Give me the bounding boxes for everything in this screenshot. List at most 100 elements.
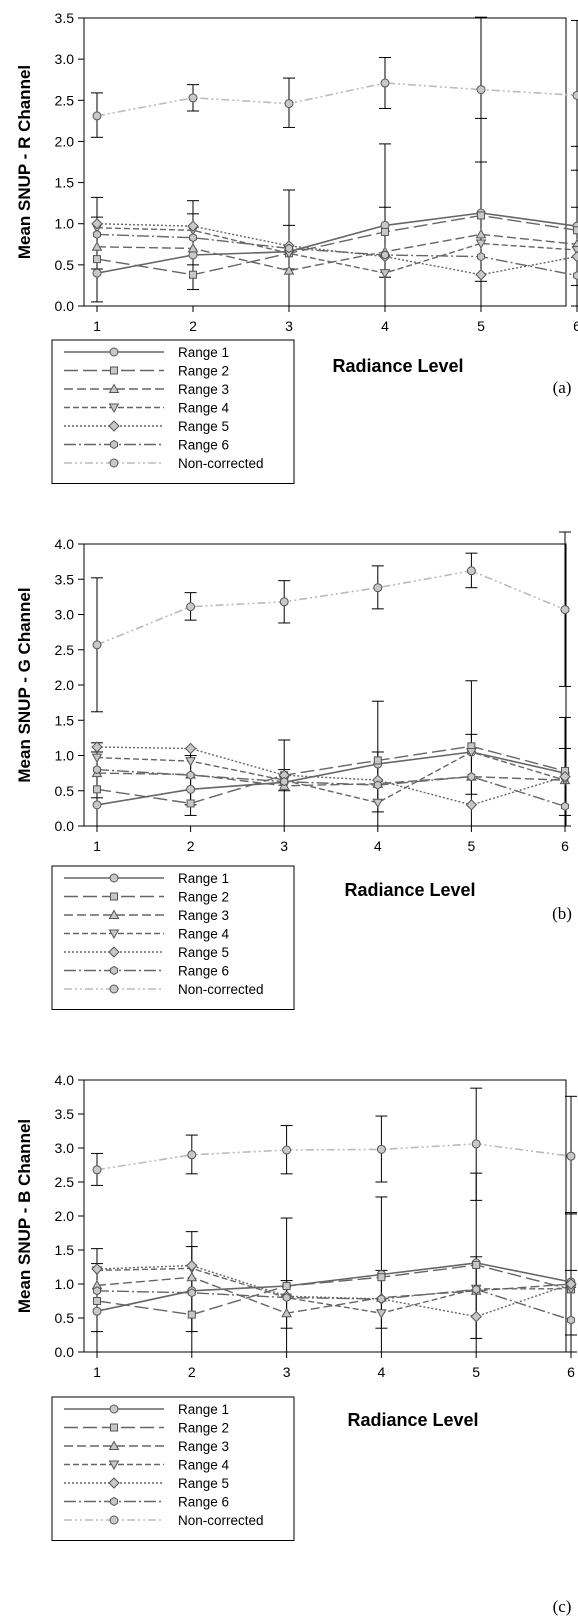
chart-panel-1: 0.00.51.01.52.02.53.03.51 2 3 4 5 6Mean SNUP … [15,10,578,484]
data-point [93,1166,101,1174]
data-point [568,1316,575,1324]
data-point [573,91,578,99]
series-7 [93,567,569,649]
data-point [93,269,101,277]
series-6 [94,1285,575,1324]
y-tick-label: 2.5 [55,92,75,108]
data-point [473,1261,480,1268]
data-point [188,1151,196,1159]
panel-label: (a) [553,378,572,397]
legend-swatch-marker [110,1516,118,1524]
y-tick-label: 0.5 [55,783,75,799]
y-tick-label: 0.5 [55,257,75,273]
data-point [478,212,485,219]
y-axis-label: Mean SNUP - B Channel [15,1119,34,1313]
legend-swatch-marker [111,1424,118,1431]
x-tick-label: 5 [472,1364,480,1380]
y-tick-label: 3.0 [55,1140,75,1156]
y-tick-label: 3.5 [55,10,75,26]
data-point [93,1307,101,1315]
x-axis-label: Radiance Level [347,1410,478,1430]
data-point [94,766,101,774]
legend-swatch-marker [110,874,118,882]
series-5 [92,1261,576,1322]
y-axis-label: Mean SNUP - R Channel [15,65,34,259]
panel-label: (b) [552,904,572,923]
data-point [378,1295,385,1303]
y-tick-label: 3.0 [55,607,75,623]
x-tick-label: 5 [477,318,485,334]
data-point [94,1287,101,1295]
data-point [94,230,101,238]
series-line [97,747,565,805]
y-tick-label: 3.5 [55,1106,75,1122]
x-tick-label: 4 [381,318,389,334]
y-tick-label: 3.5 [55,571,75,587]
legend-label: Range 5 [178,945,229,960]
legend-swatch-marker [111,367,118,374]
data-point [382,251,389,259]
series-line [97,752,565,805]
y-tick-label: 2.5 [55,1174,75,1190]
x-tick-label: 3 [283,1364,291,1380]
legend-label: Range 4 [178,927,230,942]
data-point [476,270,486,280]
series-line [97,1268,571,1313]
x-tick-label: 4 [374,838,382,854]
x-tick-label: 6 [573,318,578,334]
data-point [381,270,390,278]
x-tick-label: 5 [468,838,476,854]
data-point [377,1310,386,1318]
legend-swatch-marker [111,893,118,900]
y-tick-label: 3.0 [55,51,75,67]
data-point [280,598,288,606]
data-point [94,786,101,793]
data-point [94,1298,101,1305]
y-tick-label: 2.0 [55,133,75,149]
series-3 [93,769,570,790]
legend-label: Range 4 [178,1458,230,1473]
data-point [93,112,101,120]
series-line [97,83,577,116]
data-point [285,100,293,108]
data-point [92,742,102,752]
data-point [373,799,382,807]
data-point [93,641,101,649]
y-tick-label: 1.0 [55,748,75,764]
series-line [97,1266,571,1317]
x-tick-label: 1 [93,1364,101,1380]
legend-label: Range 6 [178,1495,229,1510]
data-point [477,86,485,94]
plot-frame [84,18,566,306]
x-tick-label: 3 [280,838,288,854]
y-tick-label: 1.0 [55,1276,75,1292]
legend-label: Range 2 [178,1421,229,1436]
series-6 [94,230,578,279]
x-tick-label: 4 [378,1364,386,1380]
legend-label: Range 1 [178,1402,229,1417]
legend-label: Range 2 [178,364,229,379]
series-4 [93,1265,576,1318]
legend: Range 1 Range 2 Range 3 Range 4 Range 5 Range… [52,1397,294,1541]
data-point [187,771,194,779]
legend-label: Range 5 [178,419,229,434]
data-point [377,1145,385,1153]
data-point [574,227,578,234]
series-line [97,770,565,807]
x-tick-label: 6 [567,1364,575,1380]
data-point [94,256,101,263]
series-7 [93,79,578,120]
y-tick-label: 2.5 [55,642,75,658]
error-bars [91,1088,577,1352]
legend: Range 1 Range 2 Range 3 Range 4 Range 5 Range… [52,866,294,1010]
legend-label: Range 3 [178,1439,229,1454]
data-point [561,606,569,614]
data-point [468,773,475,781]
y-tick-label: 4.0 [55,536,75,552]
legend-swatch-marker [111,967,118,975]
series-2 [94,1261,575,1318]
data-point [187,785,195,793]
series-6 [94,766,569,811]
series-line [97,1144,571,1170]
legend-swatch-marker [111,441,118,449]
